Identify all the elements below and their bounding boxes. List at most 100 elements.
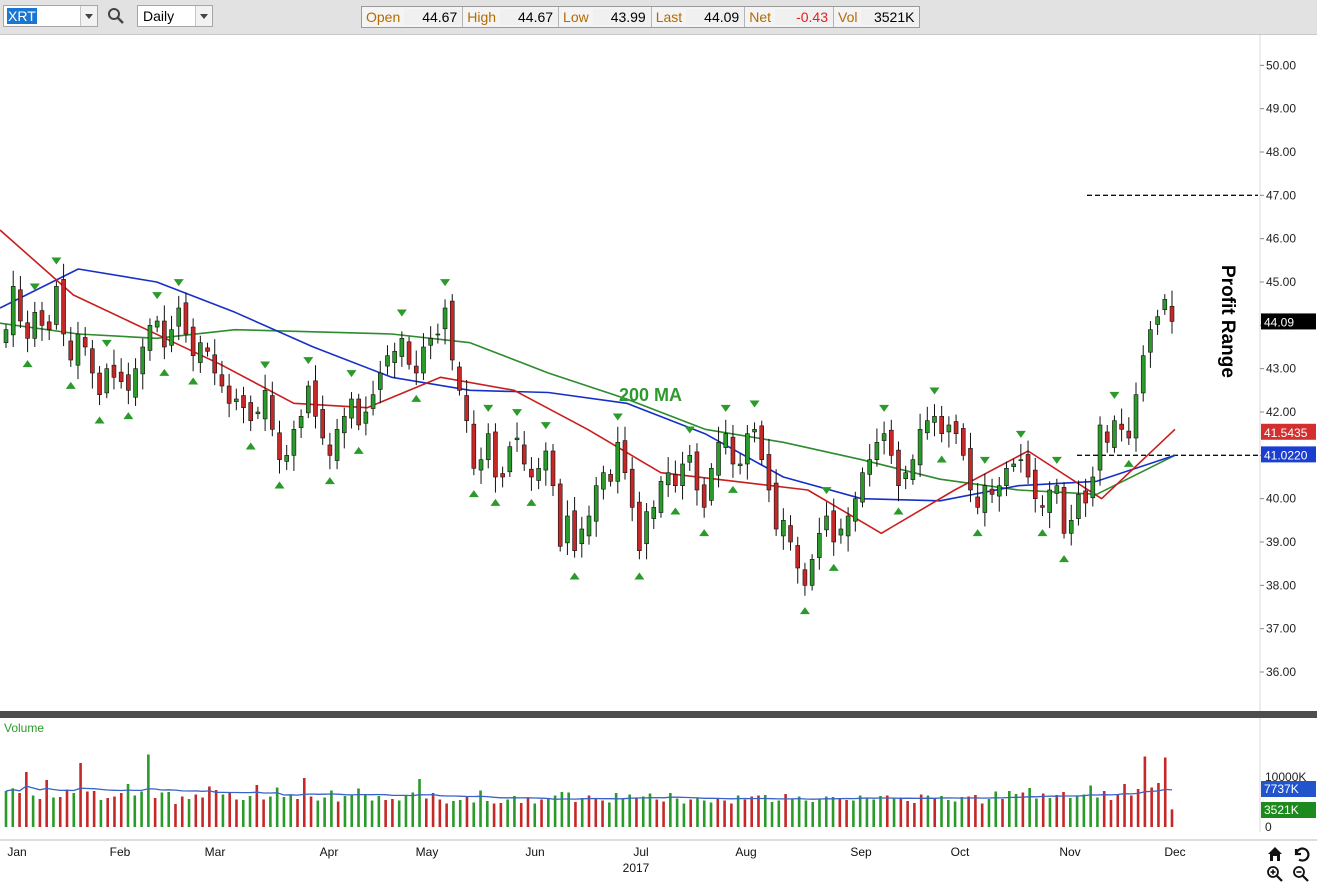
candle[interactable] [162,305,167,360]
candle[interactable] [370,380,376,416]
candle[interactable] [673,460,678,493]
candle[interactable] [82,327,88,356]
search-icon[interactable] [107,7,125,25]
volume-chart[interactable]: Volume 10000K 0 7737K 3521K Jan Feb Mar Apr May Ju… [0,718,1317,884]
candle[interactable] [485,423,491,469]
candle[interactable] [1133,382,1139,452]
candle[interactable] [169,315,174,353]
candle[interactable] [176,295,182,341]
candle[interactable] [723,419,729,455]
candle[interactable] [270,381,275,437]
candle[interactable] [464,379,469,433]
candle[interactable] [205,342,210,357]
candle[interactable] [853,491,858,532]
candle[interactable] [953,414,959,445]
candle[interactable] [788,515,793,551]
candle[interactable] [133,358,138,406]
candle[interactable] [802,562,808,596]
candle[interactable] [248,395,253,432]
candle[interactable] [968,432,973,503]
candle[interactable] [241,386,246,424]
candle[interactable] [1169,290,1175,334]
candle[interactable] [615,426,621,494]
candle[interactable] [579,516,585,558]
pane-divider[interactable] [0,711,1317,718]
candle[interactable] [183,292,189,343]
candle[interactable] [1025,440,1031,484]
candle[interactable] [709,463,714,506]
candle[interactable] [536,457,541,490]
candle[interactable] [198,335,203,373]
candle[interactable] [766,438,772,503]
home-icon[interactable] [1266,845,1284,863]
candle[interactable] [773,469,779,536]
candle[interactable] [860,467,865,508]
candle[interactable] [327,432,333,470]
candle[interactable] [457,361,462,396]
candle[interactable] [889,419,894,464]
candle[interactable] [521,431,527,471]
candle[interactable] [442,299,448,345]
candle[interactable] [745,425,750,480]
candle[interactable] [255,406,261,419]
candle[interactable] [320,395,325,445]
zoom-out-icon[interactable] [1292,865,1310,883]
candle[interactable] [75,321,81,380]
candle[interactable] [234,388,239,411]
candle[interactable] [291,420,297,471]
candle[interactable] [960,423,966,461]
zoom-in-icon[interactable] [1266,865,1284,883]
candle[interactable] [334,418,340,470]
candle[interactable] [716,426,721,488]
candle[interactable] [449,294,455,371]
candle[interactable] [356,393,361,431]
candle[interactable] [18,275,23,328]
candle[interactable] [1162,294,1168,315]
candle[interactable] [831,498,836,556]
candle[interactable] [1004,461,1009,497]
candle[interactable] [845,507,851,552]
candle[interactable] [1148,321,1153,368]
candle[interactable] [975,483,980,515]
candle[interactable] [1155,309,1160,335]
candle[interactable] [910,454,916,485]
candle[interactable] [622,426,628,480]
candle[interactable] [1061,482,1067,539]
candle[interactable] [226,373,232,418]
price-chart[interactable]: 36.0037.0038.0039.0040.0041.0042.0043.00… [0,35,1317,711]
candle[interactable] [342,407,347,449]
candle[interactable] [1083,478,1088,517]
candle[interactable] [392,342,397,379]
candle[interactable] [752,422,757,443]
candle[interactable] [471,410,477,476]
candle[interactable] [795,536,801,584]
candle[interactable] [104,363,110,399]
candle[interactable] [881,421,887,455]
candle[interactable] [565,500,570,555]
candle[interactable] [428,326,433,360]
symbol-input[interactable]: XRT [3,5,98,27]
candle[interactable] [989,478,995,503]
candle[interactable] [1047,481,1052,529]
candle[interactable] [1112,415,1117,453]
candle[interactable] [277,420,282,474]
candle[interactable] [687,444,693,471]
candle[interactable] [10,270,16,347]
candle[interactable] [925,406,930,440]
candle[interactable] [147,318,153,361]
candle[interactable] [1090,466,1096,507]
candle[interactable] [54,281,59,330]
candle[interactable] [896,441,901,502]
candle[interactable] [917,413,923,477]
candle[interactable] [665,457,671,497]
candle[interactable] [550,444,556,497]
candle[interactable] [759,420,765,465]
candle[interactable] [68,327,74,367]
candle[interactable] [90,340,95,389]
candle[interactable] [377,360,383,404]
candle[interactable] [1054,478,1060,504]
candle[interactable] [399,331,405,367]
candle[interactable] [190,318,196,372]
candle[interactable] [219,360,225,393]
candle[interactable] [32,301,38,347]
